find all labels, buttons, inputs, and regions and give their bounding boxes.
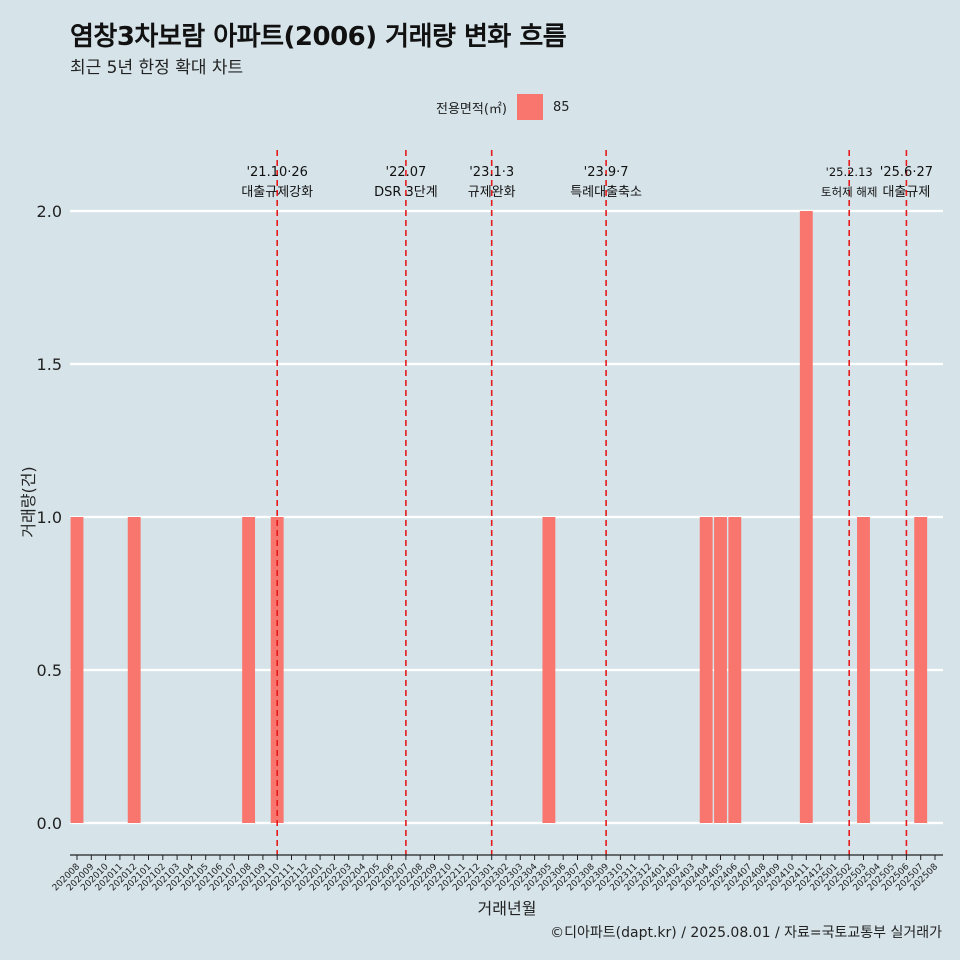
event-label: 특례대출축소 bbox=[570, 185, 642, 200]
bar bbox=[857, 517, 870, 823]
event-label: 규제완화 bbox=[468, 185, 516, 200]
bar bbox=[242, 517, 256, 823]
event-label: 대출규제 bbox=[882, 185, 930, 200]
legend: 전용면적(㎡) 85 bbox=[436, 94, 570, 120]
bar bbox=[799, 211, 813, 823]
bar bbox=[914, 517, 928, 823]
event-date-label: '22.07 bbox=[386, 165, 427, 180]
bar bbox=[70, 517, 84, 823]
y-tick-label: 1.0 bbox=[37, 508, 62, 527]
y-tick-label: 0.5 bbox=[37, 661, 62, 680]
legend-swatch bbox=[516, 94, 543, 120]
bar bbox=[728, 517, 742, 823]
event-date-label: '23.9·7 bbox=[584, 165, 629, 180]
event-date-label: '21.10·26 bbox=[246, 165, 307, 180]
chart-title: 염창3차보람 아파트(2006) 거래량 변화 흐름 bbox=[70, 22, 567, 52]
bar bbox=[714, 517, 727, 823]
chart-subtitle: 최근 5년 한정 확대 차트 bbox=[70, 58, 244, 78]
event-label: 토허제 해제 bbox=[821, 185, 878, 199]
y-tick-label: 0.0 bbox=[37, 814, 62, 833]
event-label: DSR 3단계 bbox=[374, 185, 438, 200]
event-date-label: '25.2.13 bbox=[826, 165, 873, 179]
source-caption: ©디아파트(dapt.kr) / 2025.08.01 / 자료=국토교통부 실… bbox=[550, 925, 942, 941]
legend-label: 85 bbox=[552, 99, 570, 115]
y-axis-title: 거래량(건) bbox=[19, 466, 38, 537]
bar bbox=[542, 517, 556, 823]
x-axis-title: 거래년월 bbox=[478, 899, 537, 918]
event-date-label: '23.1·3 bbox=[469, 165, 514, 180]
event-label: 대출규제강화 bbox=[241, 185, 313, 200]
y-tick-label: 2.0 bbox=[37, 202, 62, 221]
legend-title: 전용면적(㎡) bbox=[436, 101, 507, 117]
y-tick-label: 1.5 bbox=[37, 355, 62, 374]
event-date-label: '25.6·27 bbox=[880, 165, 933, 180]
bar bbox=[699, 517, 713, 823]
bar bbox=[127, 517, 141, 823]
